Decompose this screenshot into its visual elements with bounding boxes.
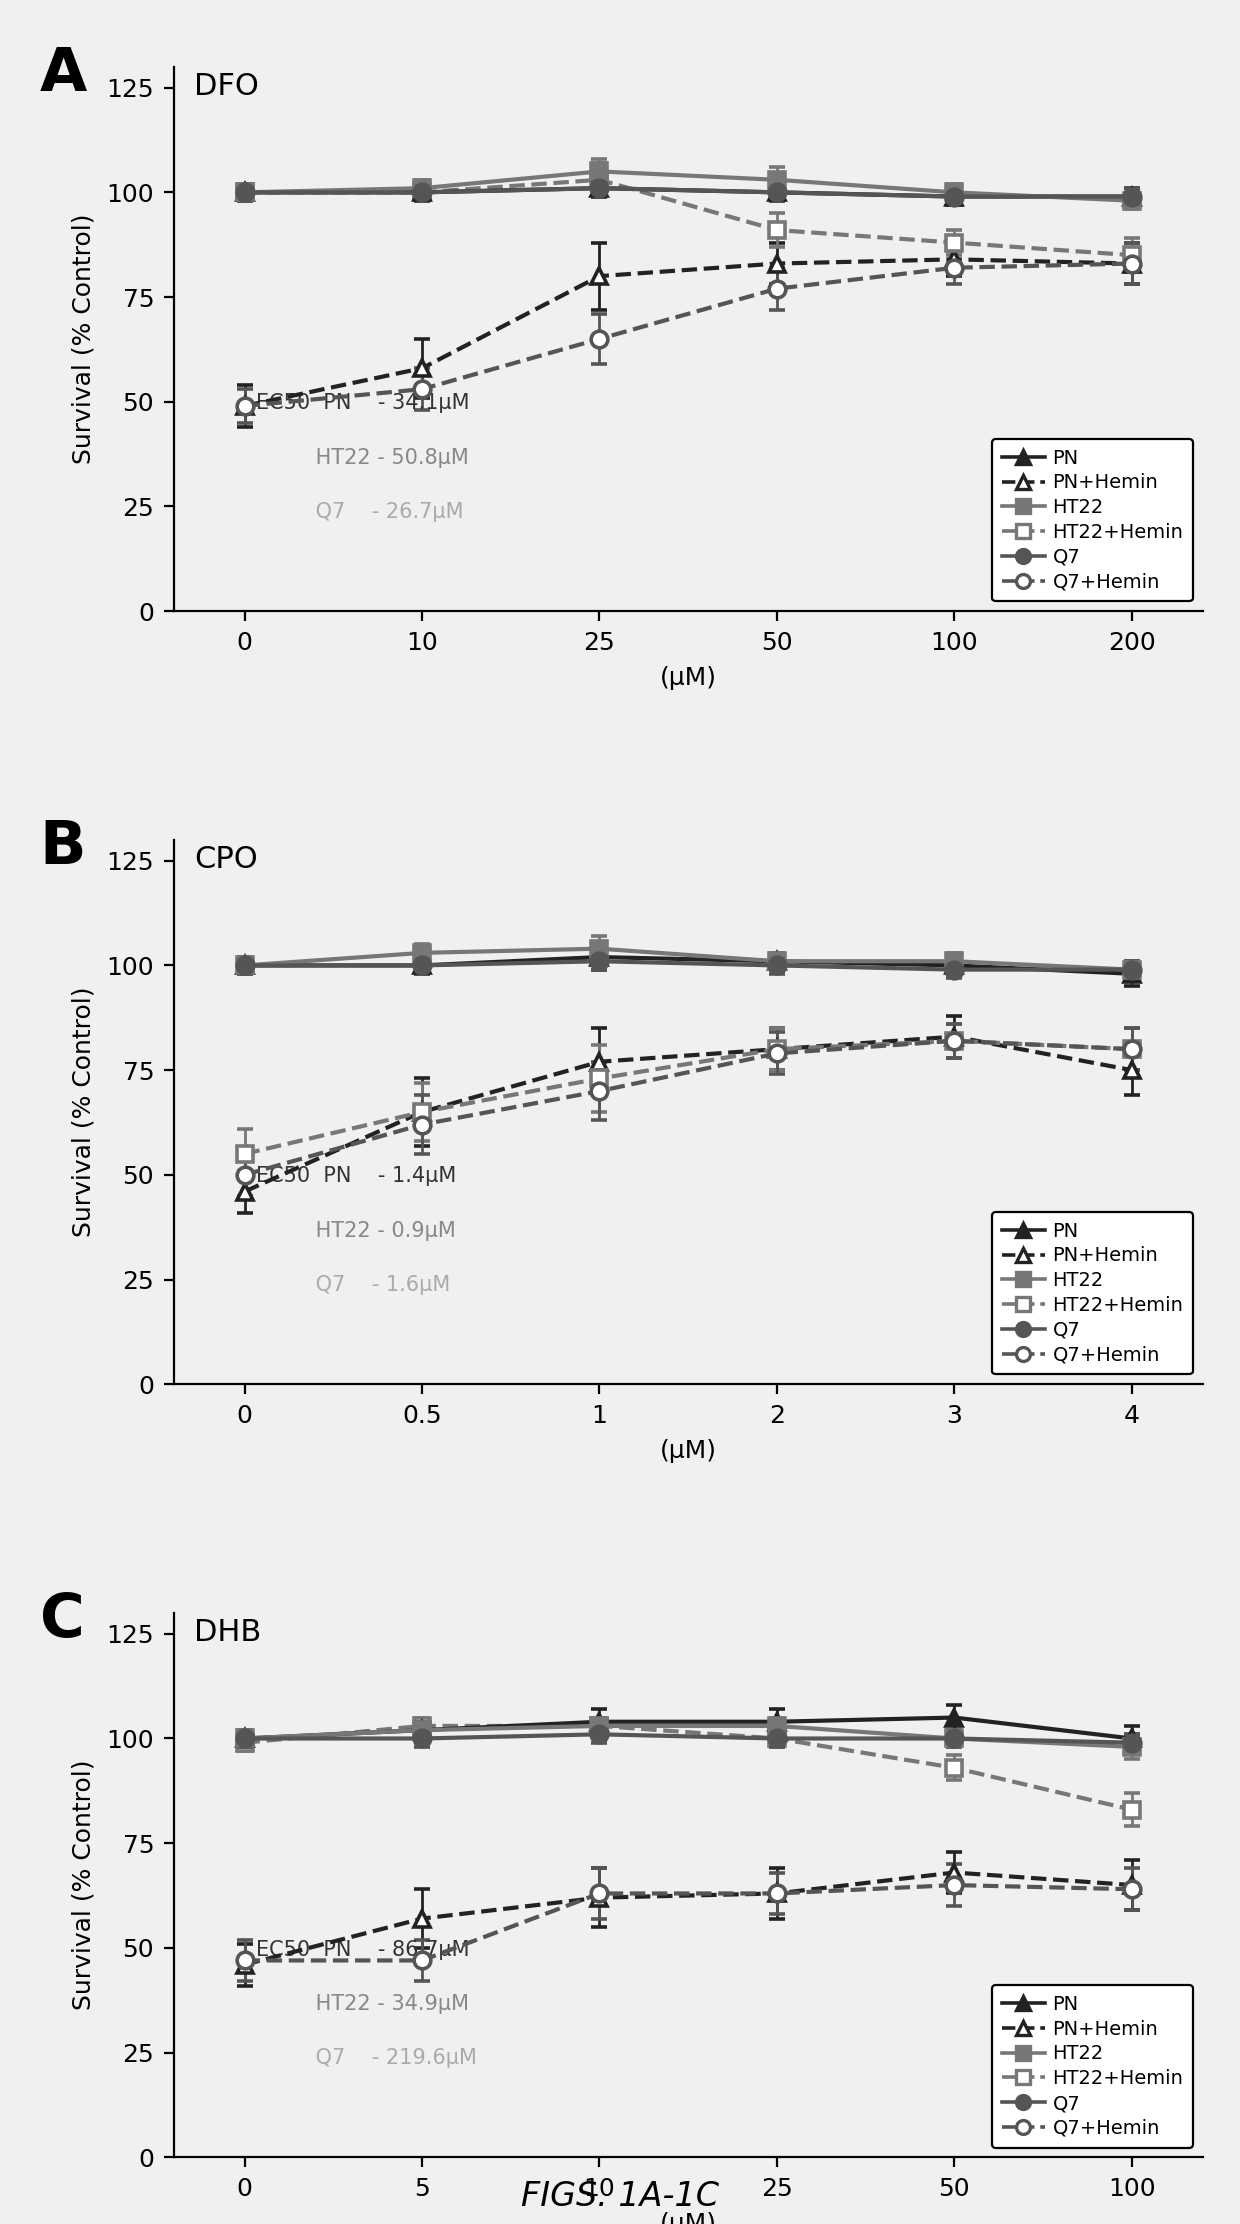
Text: A: A [40, 44, 87, 105]
Y-axis label: Survival (% Control): Survival (% Control) [72, 214, 95, 465]
X-axis label: (μM): (μM) [660, 1439, 717, 1463]
Text: C: C [40, 1590, 84, 1650]
Text: FIGS. 1A-1C: FIGS. 1A-1C [521, 2180, 719, 2213]
Text: CPO: CPO [195, 845, 258, 874]
Text: EC50  PN    - 1.4μM: EC50 PN - 1.4μM [255, 1165, 456, 1185]
Text: EC50  PN    - 34.1μM: EC50 PN - 34.1μM [255, 394, 470, 414]
Text: Q7    - 26.7μM: Q7 - 26.7μM [255, 503, 464, 523]
Text: B: B [40, 818, 87, 876]
Y-axis label: Survival (% Control): Survival (% Control) [72, 1759, 95, 2010]
Text: DHB: DHB [195, 1619, 262, 1648]
Text: Q7    - 1.6μM: Q7 - 1.6μM [255, 1274, 450, 1294]
Legend: PN, PN+Hemin, HT22, HT22+Hemin, Q7, Q7+Hemin: PN, PN+Hemin, HT22, HT22+Hemin, Q7, Q7+H… [992, 1986, 1193, 2148]
Text: Q7    - 219.6μM: Q7 - 219.6μM [255, 2048, 477, 2068]
Text: HT22 - 0.9μM: HT22 - 0.9μM [255, 1221, 455, 1241]
Text: EC50  PN    - 86.7μM: EC50 PN - 86.7μM [255, 1939, 470, 1959]
X-axis label: (μM): (μM) [660, 665, 717, 689]
X-axis label: (μM): (μM) [660, 2213, 717, 2224]
Legend: PN, PN+Hemin, HT22, HT22+Hemin, Q7, Q7+Hemin: PN, PN+Hemin, HT22, HT22+Hemin, Q7, Q7+H… [992, 438, 1193, 600]
Text: HT22 - 50.8μM: HT22 - 50.8μM [255, 447, 469, 467]
Legend: PN, PN+Hemin, HT22, HT22+Hemin, Q7, Q7+Hemin: PN, PN+Hemin, HT22, HT22+Hemin, Q7, Q7+H… [992, 1212, 1193, 1374]
Text: HT22 - 34.9μM: HT22 - 34.9μM [255, 1995, 469, 2015]
Text: DFO: DFO [195, 71, 259, 100]
Y-axis label: Survival (% Control): Survival (% Control) [72, 987, 95, 1237]
